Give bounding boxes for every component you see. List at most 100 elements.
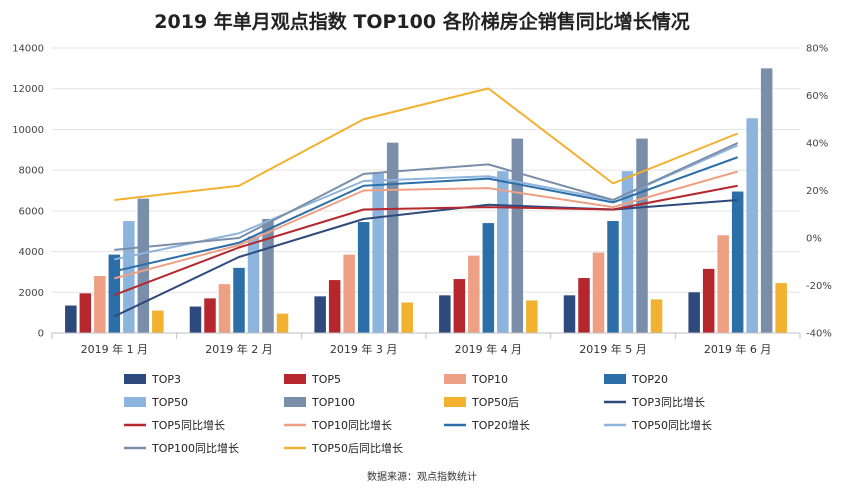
bar (511, 138, 524, 333)
legend-label: TOP3同比增长 (631, 395, 705, 409)
bar (439, 295, 451, 333)
left-tick-label: 14000 (12, 44, 44, 55)
right-tick-label: -20% (806, 281, 832, 292)
bar (578, 278, 590, 333)
chart-title: 2019 年单月观点指数 TOP100 各阶梯房企销售同比增长情况 (154, 10, 689, 33)
bar (123, 221, 135, 333)
bar (204, 298, 216, 333)
legend-label: TOP50后同比增长 (311, 441, 403, 455)
bar (247, 236, 260, 333)
bar (328, 280, 341, 333)
left-tick-label: 2000 (19, 288, 44, 299)
x-tick-label: 2019 年 4 月 (455, 342, 522, 356)
bar (233, 267, 245, 333)
bar (65, 305, 77, 333)
series-line (114, 87, 739, 201)
bar (357, 222, 370, 333)
series-line (114, 170, 738, 280)
bar (343, 254, 355, 333)
series-line (113, 199, 738, 318)
bar (262, 219, 274, 333)
legend-label: TOP3 (151, 373, 181, 386)
legend: TOP3 TOP5 TOP10 TOP20 TOP50 TOP100 TOP50后 TOP3同… (124, 373, 712, 455)
legend-label: TOP100 (311, 396, 355, 409)
x-tick-label: 2019 年 1 月 (81, 342, 148, 356)
bar (152, 310, 164, 333)
legend-swatch (284, 374, 306, 384)
bar (775, 283, 787, 333)
bar (497, 171, 509, 333)
bar (482, 223, 495, 333)
bar (746, 118, 758, 333)
bars (65, 68, 787, 333)
legend-label: TOP5 (311, 373, 341, 386)
bar (218, 284, 231, 333)
legend-swatch (444, 374, 466, 384)
bar (453, 279, 466, 333)
left-y-axis: 0 2000 4000 6000 8000 10000 12000 14000 (12, 44, 44, 340)
legend-label: TOP100同比增长 (151, 441, 239, 455)
left-tick-label: 4000 (19, 247, 44, 258)
legend-label: TOP50后 (471, 396, 519, 409)
x-tick-label: 2019 年 6 月 (704, 342, 771, 356)
bar (526, 300, 538, 333)
bar (688, 292, 700, 333)
bar (94, 276, 106, 333)
legend-label: TOP50同比增长 (631, 418, 712, 432)
x-axis: 2019 年 1 月 2019 年 2 月 2019 年 3 月 2019 年 4 月… (51, 332, 801, 356)
right-tick-label: 20% (806, 186, 828, 197)
x-tick-label: 2019 年 3 月 (330, 342, 397, 356)
left-tick-label: 12000 (12, 84, 44, 95)
bar (189, 306, 202, 333)
right-tick-label: -40% (806, 329, 832, 340)
right-tick-label: 0% (806, 234, 822, 245)
left-tick-label: 10000 (12, 125, 44, 136)
right-tick-label: 40% (806, 139, 828, 150)
right-tick-label: 80% (806, 44, 828, 55)
bar (314, 296, 326, 333)
left-tick-label: 6000 (19, 206, 44, 217)
lines (113, 87, 739, 318)
bar (731, 191, 744, 333)
x-tick-label: 2019 年 2 月 (205, 342, 272, 356)
source-note: 数据来源：观点指数统计 (367, 470, 477, 483)
bar (760, 68, 773, 333)
bar (650, 299, 663, 333)
left-tick-label: 0 (38, 329, 44, 340)
legend-label: TOP5同比增长 (151, 418, 225, 432)
bar (386, 142, 399, 333)
legend-label: TOP50 (151, 396, 188, 409)
legend-label: TOP20增长 (471, 418, 530, 432)
legend-swatch (284, 397, 306, 407)
series-line (114, 142, 739, 251)
left-tick-label: 8000 (19, 166, 44, 177)
legend-swatch (444, 397, 466, 407)
bar (79, 293, 92, 333)
bar (468, 255, 480, 333)
legend-swatch (604, 374, 626, 384)
bar (717, 235, 729, 333)
bar (636, 138, 648, 333)
bar (137, 198, 150, 333)
bar (621, 171, 634, 333)
bar (276, 313, 289, 333)
legend-swatch (124, 374, 146, 384)
bar (592, 252, 605, 333)
right-y-axis: -40% -20% 0% 20% 40% 60% 80% (806, 44, 832, 340)
legend-label: TOP10 (471, 373, 508, 386)
legend-label: TOP10同比增长 (311, 418, 392, 432)
series-line (113, 184, 738, 296)
bar (607, 221, 619, 333)
legend-swatch (124, 397, 146, 407)
bar (372, 172, 384, 333)
grid (52, 47, 800, 293)
bar (108, 254, 121, 333)
x-tick-label: 2019 年 5 月 (579, 342, 646, 356)
bar (401, 302, 413, 333)
series-line (114, 156, 739, 273)
legend-label: TOP20 (631, 373, 668, 386)
bar (702, 268, 715, 333)
bar (563, 295, 576, 333)
right-tick-label: 60% (806, 91, 828, 102)
